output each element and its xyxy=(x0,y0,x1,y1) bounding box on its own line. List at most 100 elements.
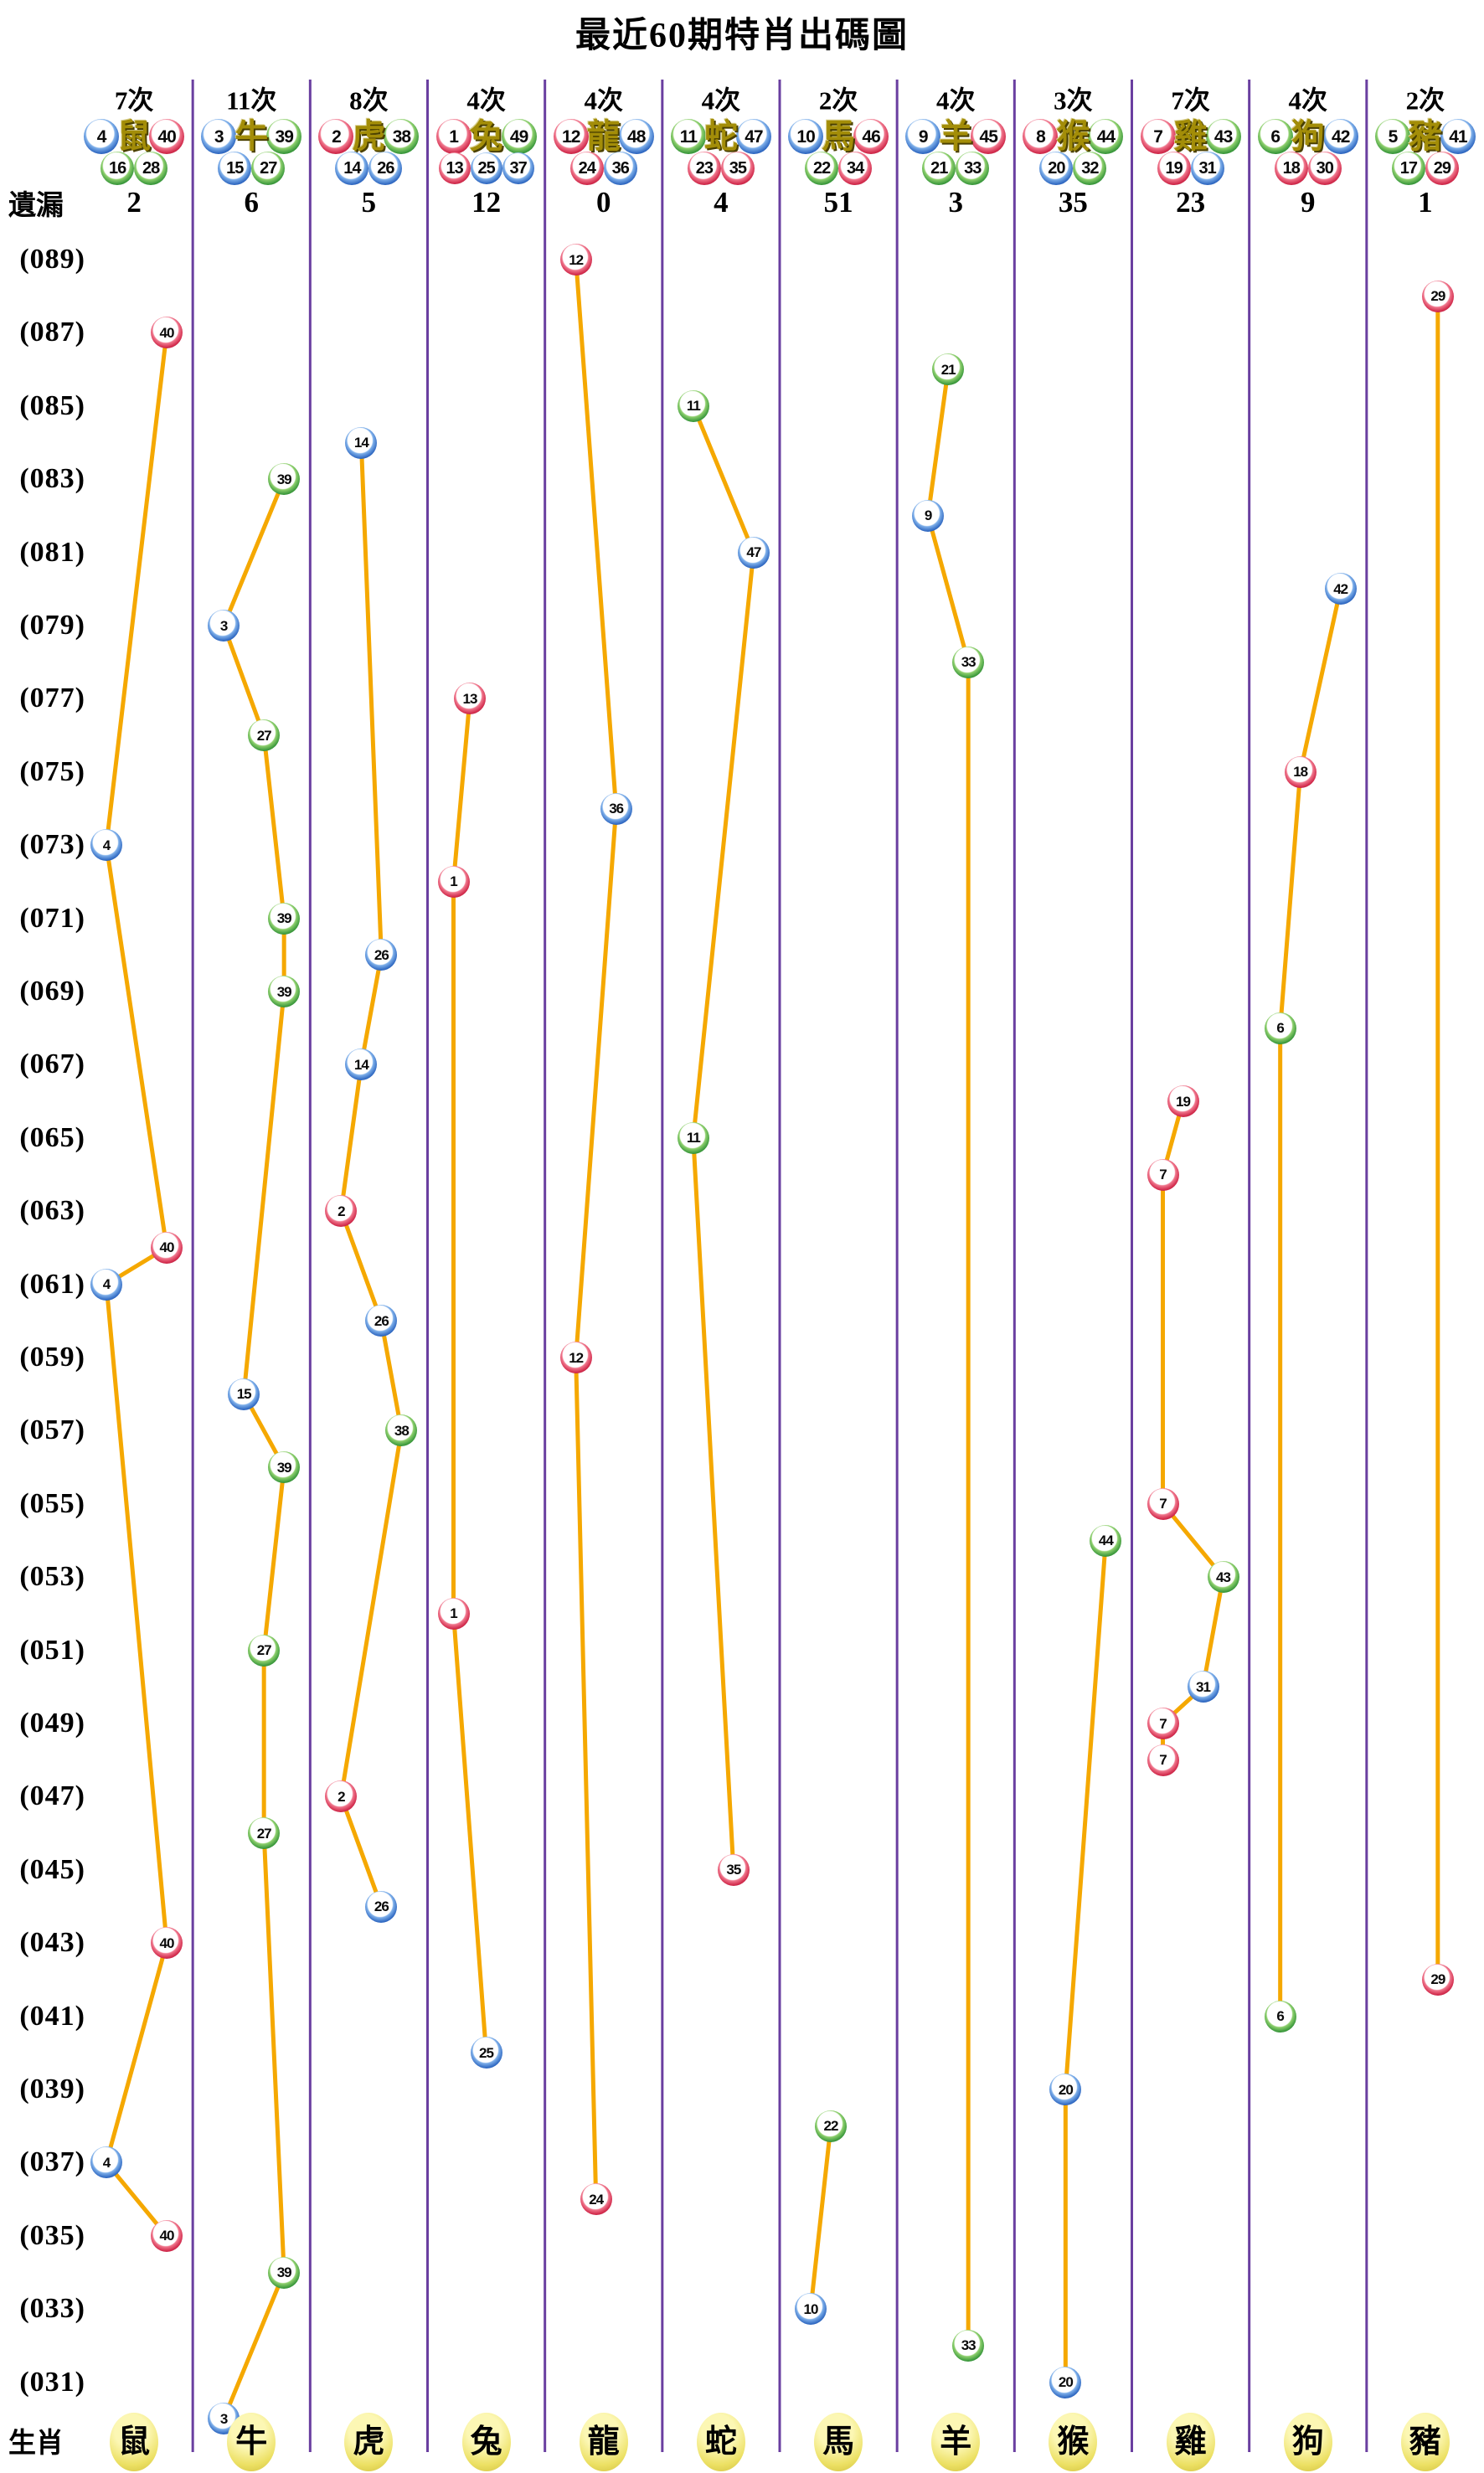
period-label: (069) xyxy=(19,976,85,1007)
ball-number: 7 xyxy=(1159,1167,1167,1182)
chart-ball: 11 xyxy=(677,1121,709,1154)
chart-ball: 20 xyxy=(1049,2366,1082,2398)
miss-row-label: 遺漏 xyxy=(8,191,64,221)
ball-number: 27 xyxy=(256,727,272,744)
ball-number: 20 xyxy=(1058,2081,1074,2098)
zodiac-header-char: 狗 xyxy=(1291,118,1325,155)
ball-number: 35 xyxy=(729,159,747,178)
period-label: (031) xyxy=(19,2366,85,2398)
chart-ball: 21 xyxy=(932,353,965,386)
ball-number: 7 xyxy=(1159,1496,1167,1512)
times-label: 4次 xyxy=(584,85,623,116)
zodiac-header-ball: 30 xyxy=(1307,152,1342,185)
ball-number: 3 xyxy=(219,2410,229,2427)
ball-number: 8 xyxy=(1036,126,1046,147)
ball-number: 4 xyxy=(102,1276,111,1293)
miss-value: 2 xyxy=(126,186,142,219)
chart-ball: 31 xyxy=(1187,1671,1219,1703)
chart-ball: 40 xyxy=(151,2219,183,2252)
footer-zodiac: 龍 xyxy=(579,2413,628,2471)
ball-number: 4 xyxy=(102,837,111,853)
zodiac-header-row1: 3 牛 39 xyxy=(193,119,310,154)
ball-number: 40 xyxy=(159,1935,175,1951)
chart-ball: 13 xyxy=(454,683,486,715)
zodiac-header-ball: 32 xyxy=(1073,152,1107,185)
miss-value: 5 xyxy=(361,186,377,219)
chart-ball: 14 xyxy=(345,1048,378,1081)
chart-ball: 40 xyxy=(151,1231,183,1264)
footer-zodiac-char: 虎 xyxy=(353,2424,385,2460)
miss-value: 12 xyxy=(471,186,502,219)
chart-ball: 4 xyxy=(90,1268,122,1301)
trend-line xyxy=(338,442,404,1908)
ball-number: 27 xyxy=(256,1825,272,1842)
chart-ball: 1 xyxy=(437,1597,470,1630)
ball-number: 26 xyxy=(377,159,394,178)
ball-number: 2 xyxy=(338,1203,346,1219)
ball-number: 24 xyxy=(589,2191,604,2208)
period-label: (063) xyxy=(19,1195,85,1227)
miss-value: 1 xyxy=(1418,186,1433,219)
times-label: 4次 xyxy=(935,85,976,116)
ball-number: 4 xyxy=(96,126,107,147)
period-label: (037) xyxy=(19,2146,85,2178)
chart-ball: 24 xyxy=(580,2183,612,2216)
chart-ball: 44 xyxy=(1090,1524,1122,1557)
chart-ball: 22 xyxy=(815,2110,847,2142)
zodiac-header-ball: 31 xyxy=(1190,152,1224,185)
trend-line xyxy=(221,478,286,2420)
chart-ball: 38 xyxy=(385,1414,418,1447)
zodiac-header-ball: 39 xyxy=(266,119,302,154)
chart-ball: 9 xyxy=(912,499,945,532)
zodiac-header-ball: 1 xyxy=(435,119,471,154)
ball-number: 33 xyxy=(961,2337,976,2354)
ball-number: 42 xyxy=(1333,580,1348,597)
times-label: 7次 xyxy=(114,85,154,116)
ball-number: 27 xyxy=(256,1642,272,1659)
chart-ball: 39 xyxy=(268,2256,301,2289)
period-label: (059) xyxy=(19,1342,85,1373)
footer-zodiac: 鼠 xyxy=(110,2413,159,2471)
ball-number: 7 xyxy=(1159,1752,1167,1769)
ball-number: 18 xyxy=(1282,159,1301,178)
footer-zodiac-char: 龍 xyxy=(587,2424,620,2460)
period-label: (043) xyxy=(19,1927,85,1959)
ball-number: 6 xyxy=(1276,1020,1285,1037)
ball-number: 39 xyxy=(276,2264,292,2280)
footer-zodiac: 蛇 xyxy=(696,2413,745,2471)
zodiac-header-ball: 33 xyxy=(956,152,990,185)
chart-ball: 6 xyxy=(1264,2000,1296,2032)
ball-number: 34 xyxy=(846,159,864,178)
zodiac-row-label: 生肖 xyxy=(8,2429,64,2459)
ball-number: 12 xyxy=(569,1349,584,1366)
period-label: (071) xyxy=(19,902,85,934)
zodiac-header-ball: 15 xyxy=(218,152,252,185)
zodiac-header-ball: 34 xyxy=(838,152,873,185)
zodiac-header-ball: 12 xyxy=(553,119,589,154)
miss-value: 9 xyxy=(1300,186,1316,219)
ball-number: 26 xyxy=(374,946,389,963)
ball-number: 14 xyxy=(353,435,369,451)
chart-ball: 43 xyxy=(1207,1561,1239,1594)
miss-value: 6 xyxy=(244,186,259,219)
chart-ball: 29 xyxy=(1421,1963,1454,1996)
footer-zodiac: 牛 xyxy=(227,2413,276,2471)
ball-number: 10 xyxy=(803,2300,819,2317)
zodiac-header-row1: 11 蛇 47 xyxy=(662,119,780,154)
ball-number: 9 xyxy=(918,126,929,147)
times-label: 8次 xyxy=(349,85,389,116)
zodiac-header-row2: 17 29 xyxy=(1367,152,1484,185)
zodiac-header-char: 虎 xyxy=(352,118,386,155)
zodiac-header-row1: 2 虎 38 xyxy=(310,119,427,154)
footer-zodiac-char: 雞 xyxy=(1174,2424,1207,2460)
zodiac-header-ball: 18 xyxy=(1274,152,1308,185)
ball-number: 12 xyxy=(569,251,584,268)
zodiac-header-row1: 10 馬 46 xyxy=(780,119,897,154)
chart-ball: 12 xyxy=(559,1342,592,1373)
chart-ball: 15 xyxy=(228,1378,260,1410)
zodiac-header-ball: 38 xyxy=(384,119,420,154)
chart-ball: 20 xyxy=(1049,2074,1082,2105)
footer-zodiac: 虎 xyxy=(344,2413,394,2471)
chart-ball: 14 xyxy=(345,426,378,459)
ball-number: 47 xyxy=(745,126,763,147)
